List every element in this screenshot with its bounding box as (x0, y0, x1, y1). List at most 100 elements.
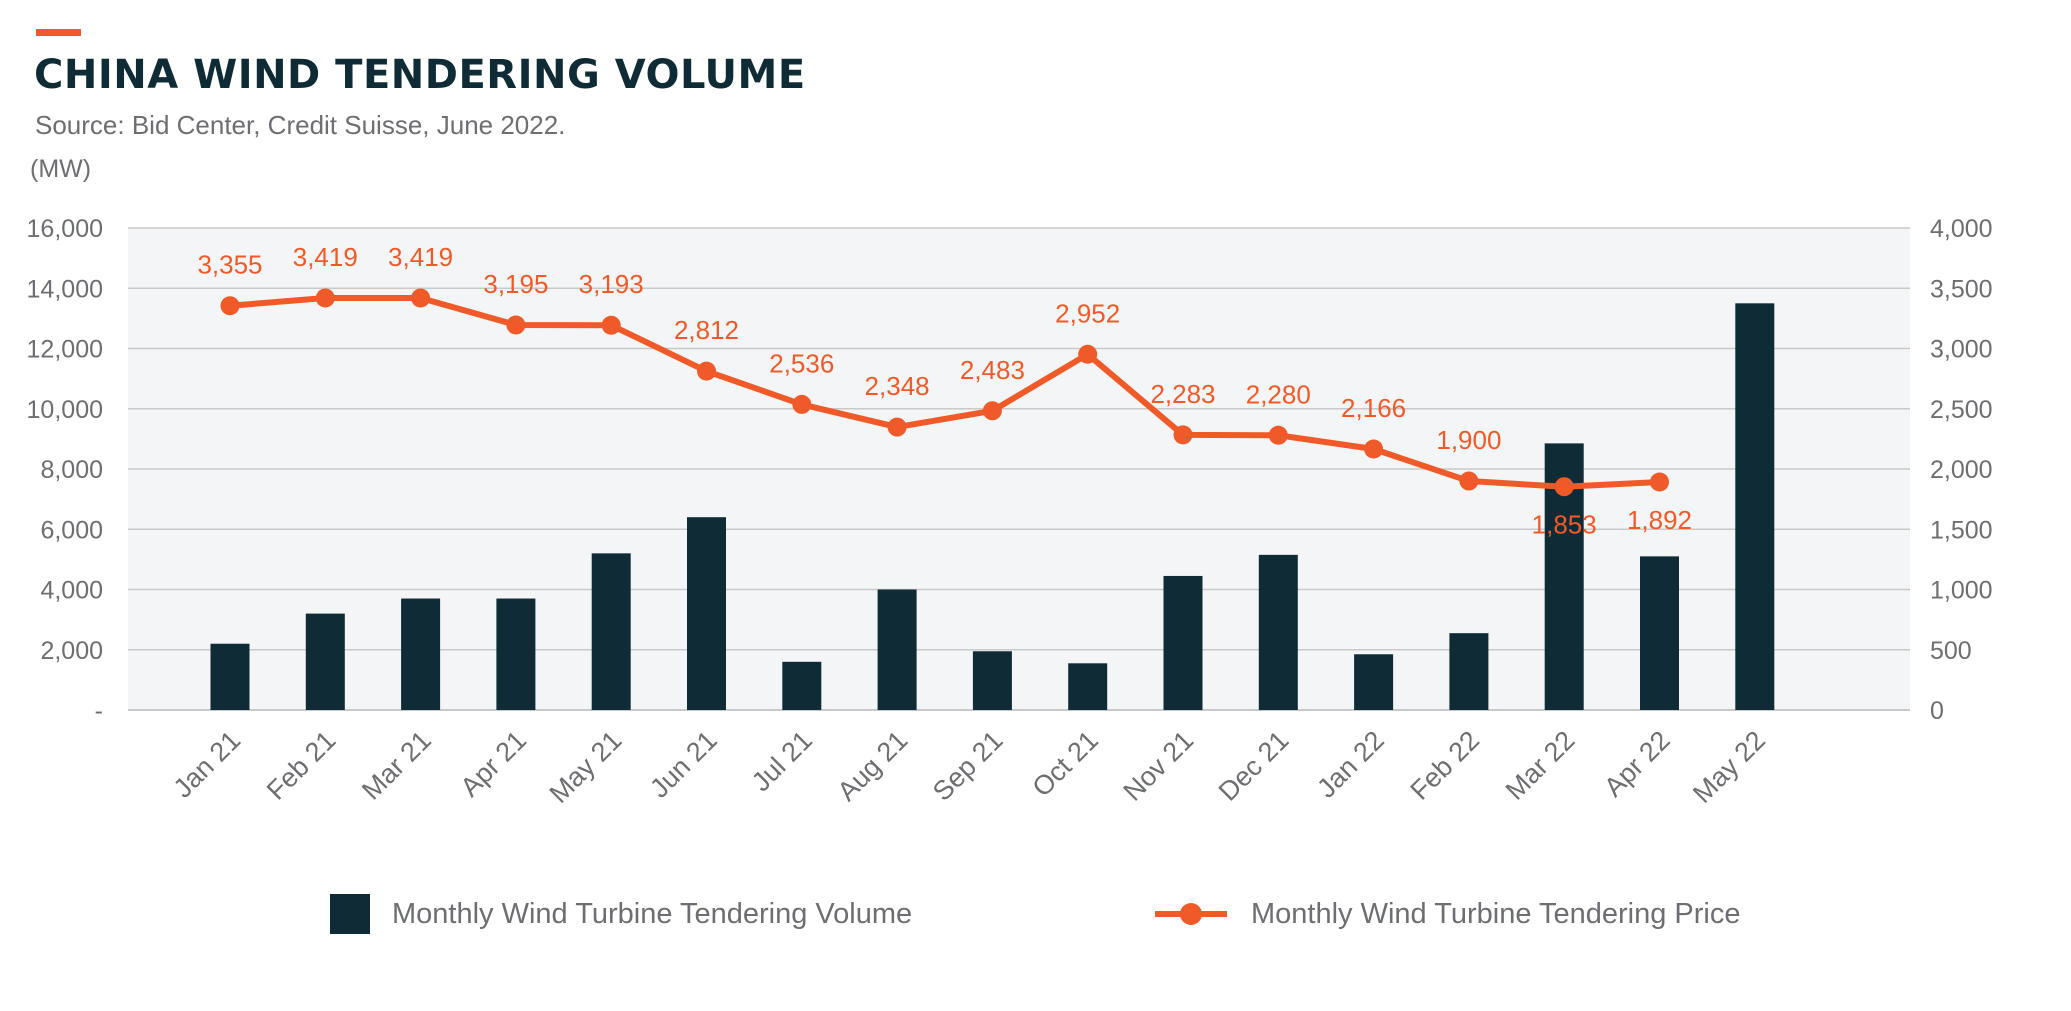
x-axis-label: Jan 21 (168, 725, 247, 804)
y-right-tick-label: 2,000 (1930, 456, 1993, 484)
bar-volume-9 (1068, 663, 1108, 710)
x-axis-label: Feb 21 (261, 725, 342, 806)
legend-item-price: Monthly Wind Turbine Tendering Price (1153, 894, 1741, 934)
price-data-label: 2,812 (674, 315, 739, 345)
price-point-14 (1554, 477, 1574, 497)
y-axis-unit-label: (MW) (30, 155, 92, 183)
bar-volume-13 (1449, 633, 1489, 710)
bar-volume-7 (877, 589, 917, 710)
price-data-label: 2,166 (1341, 393, 1406, 423)
price-point-11 (1268, 425, 1288, 445)
chart-source: Source: Bid Center, Credit Suisse, June … (35, 110, 566, 140)
bar-volume-6 (782, 661, 822, 710)
x-axis-label: Oct 21 (1026, 725, 1103, 802)
price-point-2 (411, 288, 431, 308)
x-axis-label: Apr 21 (455, 725, 532, 802)
legend-swatch-volume (330, 894, 370, 934)
bar-volume-16 (1735, 303, 1775, 710)
price-data-label: 2,283 (1150, 379, 1215, 409)
x-axis-label: May 22 (1687, 725, 1771, 809)
title-accent-bar (36, 29, 81, 36)
price-data-label: 3,195 (483, 269, 548, 299)
price-data-label: 2,280 (1246, 379, 1311, 409)
legend-item-volume: Monthly Wind Turbine Tendering Volume (330, 894, 912, 934)
price-point-4 (601, 315, 621, 335)
bar-volume-3 (496, 598, 536, 710)
y-left-tick-label: 10,000 (27, 396, 103, 424)
chart-title: CHINA WIND TENDERING VOLUME (34, 52, 806, 98)
y-right-tick-label: 3,000 (1930, 336, 1993, 364)
y-left-tick-label: 2,000 (40, 637, 103, 665)
x-axis-label: Jun 21 (644, 725, 723, 804)
price-point-9 (1078, 344, 1098, 364)
price-data-label: 2,952 (1055, 298, 1120, 328)
price-point-5 (697, 361, 716, 381)
y-left-tick-label: 6,000 (40, 516, 103, 544)
x-axis-label: Jan 22 (1311, 725, 1390, 804)
bar-volume-8 (972, 651, 1012, 710)
price-data-label: 3,419 (388, 242, 453, 272)
y-left-tick-label: 4,000 (40, 577, 103, 605)
price-data-label: 1,892 (1627, 505, 1692, 535)
price-data-label: 3,193 (579, 269, 644, 299)
price-point-10 (1173, 425, 1193, 445)
legend-label-volume: Monthly Wind Turbine Tendering Volume (392, 897, 913, 930)
y-left-tick-label: 12,000 (27, 336, 103, 364)
x-axis-label: Mar 21 (356, 725, 437, 806)
x-axis-label: Mar 22 (1500, 725, 1581, 806)
line-data-labels: 3,355 3,419 3,419 3,195 3,193 2,812 2,536 2,348… (197, 242, 1692, 540)
x-axis-label: Dec 21 (1213, 725, 1295, 807)
price-line (229, 295, 1660, 490)
x-axis-label: Apr 22 (1598, 725, 1675, 802)
y-left-tick-label: 14,000 (27, 275, 103, 303)
price-data-label: 1,853 (1532, 510, 1597, 540)
price-data-label: 1,900 (1436, 425, 1501, 455)
bar-volume-5 (687, 517, 726, 710)
bar-volume-0 (210, 643, 250, 710)
bar-volume-2 (401, 598, 441, 710)
price-point-15 (1650, 472, 1669, 492)
y-right-tick-label: 1,000 (1930, 577, 1993, 605)
y-right-tick-label: 0 (1930, 697, 1944, 725)
y-left-tick-label: 16,000 (27, 215, 103, 243)
y-right-tick-label: 500 (1930, 637, 1972, 665)
bar-series (210, 303, 1775, 710)
price-data-label: 3,355 (197, 250, 262, 280)
legend-label-price: Monthly Wind Turbine Tendering Price (1251, 897, 1741, 930)
price-point-1 (315, 288, 335, 308)
x-axis-label: Jul 21 (746, 725, 818, 797)
y-left-tick-label: 8,000 (40, 456, 103, 484)
line-series (229, 295, 1660, 490)
price-data-label: 2,483 (960, 355, 1025, 385)
y-axis-right: 0 500 1,000 1,500 2,000 2,500 3,000 3,500 4,000 (1930, 215, 1993, 725)
bar-volume-12 (1354, 654, 1394, 710)
y-right-tick-label: 4,000 (1930, 215, 1993, 243)
y-right-tick-label: 1,500 (1930, 516, 1993, 544)
x-axis-label: May 21 (544, 725, 628, 809)
bar-volume-4 (591, 553, 631, 710)
price-data-label: 2,348 (865, 371, 930, 401)
x-axis-label: Nov 21 (1118, 725, 1200, 807)
bar-volume-11 (1258, 554, 1298, 710)
price-point-7 (887, 417, 907, 437)
price-point-12 (1364, 439, 1384, 459)
price-point-3 (506, 315, 526, 335)
price-point-0 (220, 296, 240, 316)
x-axis-label: Feb 22 (1404, 725, 1485, 806)
price-point-13 (1459, 471, 1479, 491)
bar-volume-15 (1640, 556, 1679, 710)
price-data-label: 3,419 (293, 242, 358, 272)
y-right-tick-label: 2,500 (1930, 396, 1993, 424)
y-axis-left: - 2,000 4,000 6,000 8,000 10,000 12,000 14,000 1… (27, 215, 103, 725)
price-data-label: 2,536 (769, 348, 834, 378)
line-points (220, 288, 1669, 497)
y-left-tick-label: - (95, 697, 103, 725)
price-point-8 (982, 401, 1002, 421)
legend-swatch-price (1155, 903, 1227, 925)
y-right-tick-label: 3,500 (1930, 275, 1993, 303)
x-axis-label: Sep 21 (927, 725, 1009, 807)
price-point-6 (792, 394, 812, 414)
bar-volume-1 (305, 613, 345, 710)
x-axis-labels: Jan 21 Feb 21 Mar 21 Apr 21 May 21 Jun 21 Jul … (168, 725, 1771, 809)
